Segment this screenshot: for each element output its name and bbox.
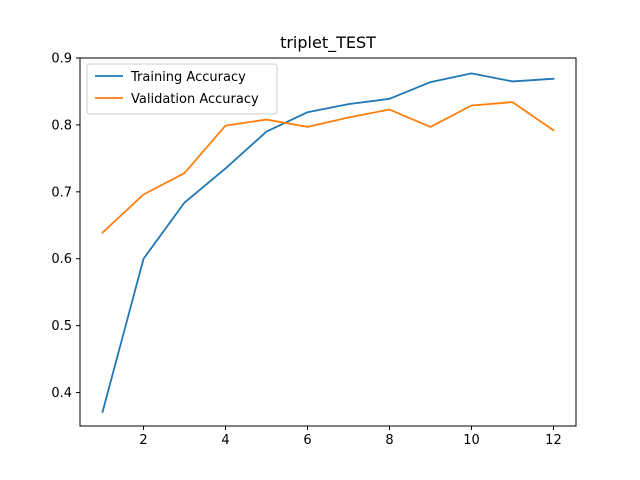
legend-box — [86, 63, 278, 115]
y-tick-label: 0.6 — [51, 252, 72, 267]
x-tick-label: 8 — [385, 433, 393, 448]
y-tick-label: 0.5 — [51, 319, 72, 334]
chart-title: triplet_TEST — [280, 33, 376, 53]
legend-label-validation-accuracy: Validation Accuracy — [131, 92, 259, 107]
x-tick-label: 6 — [303, 433, 311, 448]
y-tick-label: 0.7 — [51, 185, 72, 200]
y-tick-label: 0.8 — [51, 118, 72, 133]
axis-ticks: 2 4 6 8 10 12 0.4 0.5 0.6 0.7 0.8 0.9 — [51, 52, 561, 449]
y-tick-label: 0.9 — [51, 52, 72, 67]
x-tick-label: 10 — [463, 433, 480, 448]
plot-frame — [79, 57, 577, 427]
series-line-training-accuracy — [101, 72, 555, 414]
x-tick-label: 12 — [545, 433, 562, 448]
y-tick-label: 0.4 — [51, 386, 72, 401]
x-tick-label: 4 — [221, 433, 229, 448]
series-line-validation-accuracy — [101, 101, 555, 234]
series-lines — [101, 72, 555, 414]
x-tick-label: 2 — [139, 433, 147, 448]
legend-label-training-accuracy: Training Accuracy — [130, 70, 246, 85]
legend: Training Accuracy Validation Accuracy — [86, 63, 278, 115]
